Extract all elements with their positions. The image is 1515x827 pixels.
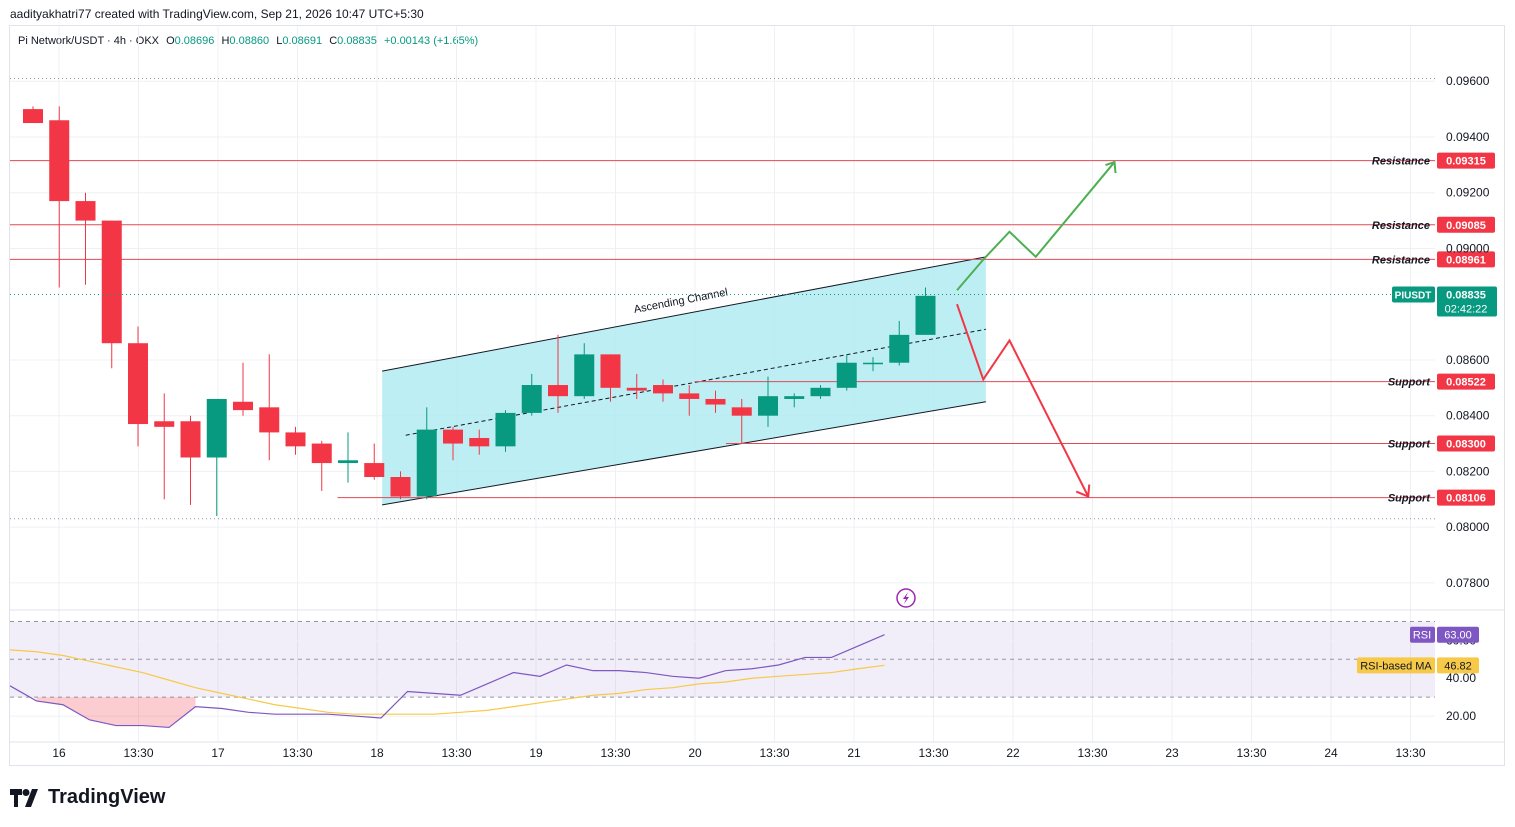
brand-name: TradingView (48, 786, 166, 808)
open-label: O (166, 35, 175, 47)
open-value: 0.08696 (174, 35, 215, 47)
symbol-legend: Pi Network/USDT · 4h · OKX O0.08696 H0.0… (18, 35, 482, 47)
close-label: C (329, 35, 338, 47)
change-value: +0.00143 (+1.65%) (383, 35, 479, 47)
high-value: 0.08860 (229, 35, 270, 47)
high-label: H (221, 35, 230, 47)
symbol-label: Pi Network/USDT · 4h · OKX (18, 35, 159, 47)
tradingview-logo[interactable]: TradingView (10, 786, 165, 809)
low-value: 0.08691 (282, 35, 323, 47)
author-credit: aadityakhatri77 created with TradingView… (10, 7, 424, 21)
chart-frame (9, 25, 1505, 766)
close-value: 0.08835 (337, 35, 377, 47)
low-label: L (276, 35, 283, 47)
tradingview-logo-icon (10, 788, 38, 807)
